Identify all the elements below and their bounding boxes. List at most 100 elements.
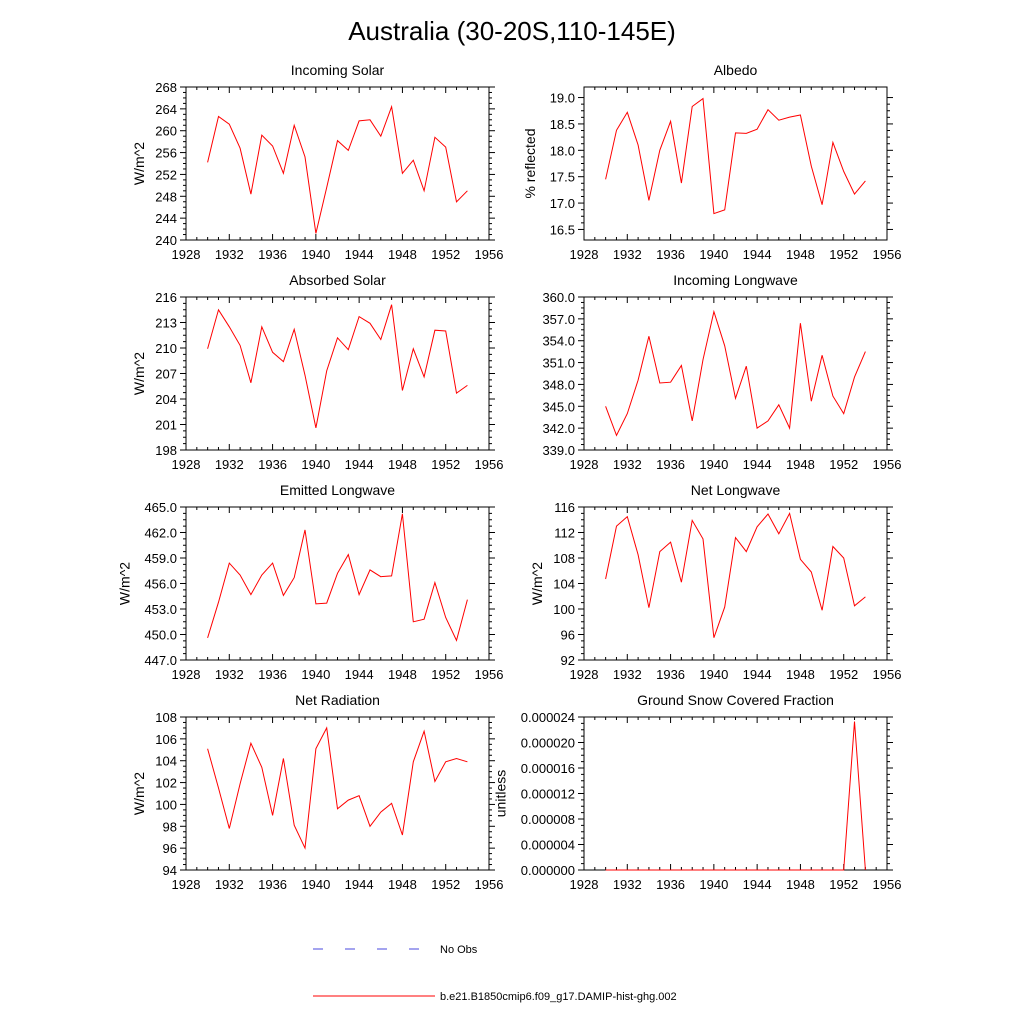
x-tick-label: 1940: [301, 247, 330, 262]
legend-label-model: b.e21.B1850cmip6.f09_g17.DAMIP-hist-ghg.…: [440, 991, 677, 1003]
plot-frame: [583, 716, 888, 871]
x-tick-label: 1928: [172, 247, 201, 262]
x-tick-label: 1940: [699, 667, 728, 682]
x-tick-label: 1952: [431, 877, 460, 892]
x-tick-label: 1932: [215, 667, 244, 682]
y-tick-label: 354.0: [542, 334, 575, 349]
y-tick-label: 345.0: [542, 399, 575, 414]
y-tick-label: 102: [155, 776, 177, 791]
x-tick-label: 1952: [829, 457, 858, 472]
plot-frame: [185, 86, 490, 241]
panel-title: Incoming Solar: [291, 62, 385, 78]
panel-title: Absorbed Solar: [289, 272, 386, 288]
y-tick-label: 96: [561, 628, 575, 643]
y-tick-label: 462.0: [144, 526, 177, 541]
x-tick-label: 1940: [699, 247, 728, 262]
series-line: [605, 721, 866, 871]
x-tick-label: 1944: [345, 877, 374, 892]
x-tick-label: 1940: [301, 457, 330, 472]
y-tick-label: 357.0: [542, 312, 575, 327]
x-tick-label: 1932: [613, 457, 642, 472]
y-axis-label: W/m^2: [131, 142, 147, 185]
x-tick-label: 1936: [656, 247, 685, 262]
y-tick-label: 0.000020: [521, 736, 575, 751]
panel-absorbed-solar: Absorbed Solar 1928 1932 1936 1940 1944 1948 19…: [131, 272, 503, 472]
y-tick-label: 453.0: [144, 602, 177, 617]
x-tick-label: 1932: [613, 877, 642, 892]
x-tick-label: 1948: [786, 667, 815, 682]
y-tick-label: 342.0: [542, 421, 575, 436]
x-tick-label: 1956: [873, 667, 902, 682]
x-tick-label: 1948: [388, 877, 417, 892]
x-tick-label: 1928: [570, 247, 599, 262]
y-tick-label: 94: [163, 863, 177, 878]
y-tick-label: 264: [155, 102, 177, 117]
y-tick-label: 98: [163, 819, 177, 834]
x-tick-label: 1928: [570, 667, 599, 682]
x-tick-label: 1944: [743, 247, 772, 262]
x-tick-label: 1952: [431, 667, 460, 682]
x-tick-label: 1936: [656, 877, 685, 892]
y-tick-label: 106: [155, 732, 177, 747]
y-tick-label: 348.0: [542, 377, 575, 392]
x-tick-label: 1944: [743, 457, 772, 472]
panel-title: Net Radiation: [295, 692, 380, 708]
series-line: [207, 726, 468, 850]
x-tick-label: 1956: [475, 667, 504, 682]
x-tick-label: 1948: [388, 247, 417, 262]
main-title: Australia (30-20S,110-145E): [348, 16, 676, 46]
y-tick-label: 204: [155, 392, 177, 407]
y-tick-label: 252: [155, 167, 177, 182]
x-tick-label: 1956: [475, 247, 504, 262]
series-line: [605, 309, 866, 437]
y-tick-label: 256: [155, 146, 177, 161]
panel-incoming-longwave: Incoming Longwave 1928 1932 1936 1940 1944 194…: [542, 272, 901, 472]
panel-title: Emitted Longwave: [280, 482, 395, 498]
panel-emitted-longwave: Emitted Longwave 1928 1932 1936 1940 1944 1948…: [117, 482, 504, 682]
y-tick-label: 116: [554, 500, 575, 515]
x-tick-label: 1936: [258, 667, 287, 682]
y-tick-label: 96: [163, 841, 177, 856]
x-tick-label: 1944: [345, 667, 374, 682]
y-tick-label: 16.5: [550, 222, 575, 237]
y-tick-label: 456.0: [144, 577, 177, 592]
x-tick-label: 1932: [215, 247, 244, 262]
panels: Incoming Solar 1928 1932 1936 1940 1944 1948 19…: [117, 62, 902, 892]
y-axis-label: % reflected: [522, 128, 538, 198]
y-tick-label: 450.0: [144, 628, 177, 643]
y-tick-label: 17.0: [550, 196, 575, 211]
plot-frame: [185, 296, 490, 451]
y-tick-label: 360.0: [542, 290, 575, 305]
x-tick-label: 1936: [258, 247, 287, 262]
y-tick-label: 92: [561, 653, 575, 668]
y-axis-label: W/m^2: [117, 562, 133, 605]
y-tick-label: 0.000016: [521, 761, 575, 776]
panel-title: Albedo: [714, 62, 758, 78]
y-tick-label: 18.0: [550, 143, 575, 158]
plot-frame: [185, 506, 490, 661]
series-line: [207, 104, 468, 234]
x-tick-label: 1948: [786, 877, 815, 892]
y-tick-label: 339.0: [542, 443, 575, 458]
x-tick-label: 1928: [172, 877, 201, 892]
y-tick-label: 19.0: [550, 91, 575, 106]
x-tick-label: 1940: [301, 877, 330, 892]
x-tick-label: 1936: [656, 457, 685, 472]
x-tick-label: 1956: [873, 247, 902, 262]
series-line: [207, 304, 468, 429]
series-line: [605, 97, 866, 215]
y-axis-label: W/m^2: [131, 352, 147, 395]
y-tick-label: 268: [155, 80, 177, 95]
y-tick-label: 216: [155, 290, 177, 305]
y-tick-label: 201: [155, 418, 177, 433]
y-tick-label: 104: [155, 754, 177, 769]
y-tick-label: 459.0: [144, 551, 177, 566]
y-tick-label: 17.5: [550, 170, 575, 185]
y-tick-label: 207: [155, 367, 177, 382]
x-tick-label: 1948: [786, 457, 815, 472]
y-axis-label: W/m^2: [529, 562, 545, 605]
x-tick-label: 1944: [743, 877, 772, 892]
x-tick-label: 1932: [613, 667, 642, 682]
panel-net-longwave: Net Longwave 1928 1932 1936 1940 1944 1948 1952…: [529, 482, 901, 682]
y-tick-label: 104: [553, 577, 575, 592]
